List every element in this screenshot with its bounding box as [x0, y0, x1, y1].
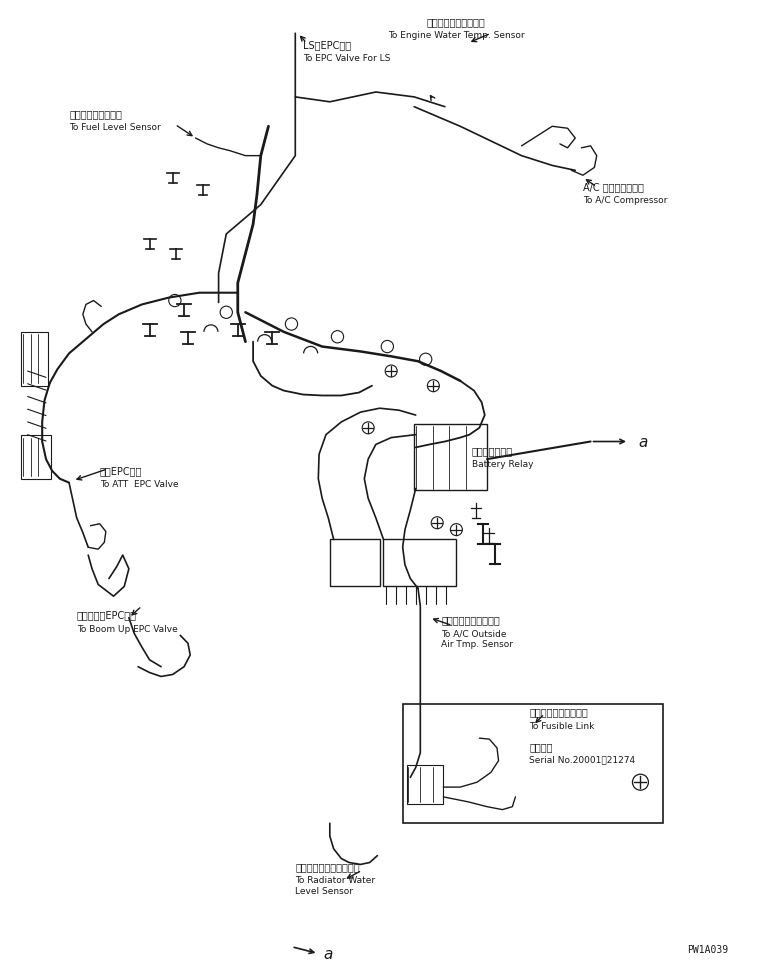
Text: PW1A039: PW1A039: [687, 944, 729, 954]
Text: To Radiator Water
Level Sensor: To Radiator Water Level Sensor: [295, 875, 375, 895]
Text: エンジン水温センサへ: エンジン水温センサへ: [427, 18, 486, 27]
Text: To EPC Valve For LS: To EPC Valve For LS: [303, 54, 390, 63]
Text: 増設EPC弁へ: 増設EPC弁へ: [100, 466, 142, 475]
Text: ブーム上げEPC弁へ: ブーム上げEPC弁へ: [77, 610, 137, 620]
Text: Serial No.20001～21274: Serial No.20001～21274: [529, 755, 635, 764]
Text: ラジエータ水位センサへ: ラジエータ水位センサへ: [295, 862, 360, 871]
Text: a: a: [638, 434, 647, 450]
Text: 燃料レベルセンサへ: 燃料レベルセンサへ: [69, 110, 122, 119]
Text: To Fuel Level Sensor: To Fuel Level Sensor: [69, 123, 161, 132]
Bar: [21, 333, 48, 386]
Text: ヒュージブルリンクへ: ヒュージブルリンクへ: [529, 707, 588, 717]
Text: To Fusible Link: To Fusible Link: [529, 721, 594, 730]
Bar: [21, 435, 51, 479]
Text: 適用号機: 適用号機: [529, 741, 553, 751]
Bar: [384, 540, 456, 587]
Bar: [403, 704, 663, 823]
Bar: [330, 540, 380, 587]
Text: To ATT  EPC Valve: To ATT EPC Valve: [100, 479, 179, 488]
Bar: [414, 424, 487, 491]
Text: To Engine Water Temp. Sensor: To Engine Water Temp. Sensor: [388, 31, 525, 40]
Text: To A/C Outside
Air Tmp. Sensor: To A/C Outside Air Tmp. Sensor: [441, 629, 513, 648]
Text: Battery Relay: Battery Relay: [472, 460, 533, 468]
Text: バッテリリレー: バッテリリレー: [472, 446, 513, 456]
Text: A/C コンプレッサへ: A/C コンプレッサへ: [583, 182, 644, 192]
Text: To A/C Compressor: To A/C Compressor: [583, 196, 667, 204]
Bar: [407, 765, 443, 804]
Text: a: a: [324, 946, 333, 961]
Text: To Boom Up EPC Valve: To Boom Up EPC Valve: [77, 624, 177, 633]
Text: LS用EPC弁へ: LS用EPC弁へ: [303, 40, 351, 50]
Text: エアコン外気センサへ: エアコン外気センサへ: [441, 615, 500, 625]
